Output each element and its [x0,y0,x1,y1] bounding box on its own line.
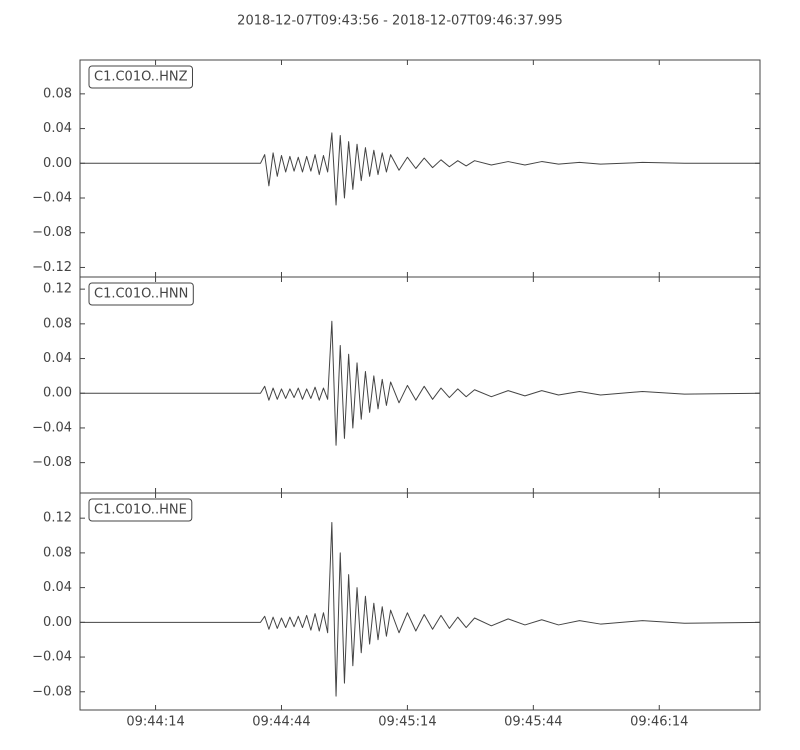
y-tick-label: 0.04 [43,121,72,136]
trace-label: C1.C01O..HNE [94,503,187,518]
waveform [80,320,761,446]
y-tick-label: 0.08 [43,545,72,560]
trace-label-box [88,282,194,306]
axes-frame [79,492,761,711]
trace-label: C1.C01O..HNN [94,287,188,302]
y-tick-label: −0.04 [32,650,72,665]
y-tick-label: 0.04 [43,351,72,366]
y-tick-label: 0.12 [43,511,72,526]
y-tick-label: −0.04 [32,191,72,206]
x-tick-label: 09:46:14 [630,715,688,730]
waveform [80,522,761,697]
y-tick-label: 0.08 [43,86,72,101]
x-tick-label: 09:45:44 [504,715,562,730]
axes-frame [79,276,761,494]
x-tick-label: 09:45:14 [378,715,436,730]
x-tick-label: 09:44:44 [252,715,310,730]
y-tick-label: −0.08 [32,455,72,470]
trace-label-box [88,498,193,522]
y-tick-label: −0.04 [32,420,72,435]
y-tick-label: 0.04 [43,580,72,595]
y-tick-label: 0.12 [43,282,72,297]
y-tick-label: 0.00 [43,156,72,171]
y-tick-label: 0.00 [43,386,72,401]
y-tick-label: −0.12 [32,260,72,275]
x-tick-label: 09:44:14 [126,715,184,730]
y-tick-label: 0.08 [43,316,72,331]
waveform [80,132,760,206]
y-tick-label: −0.08 [32,684,72,699]
trace-label-box [88,65,193,89]
trace-label: C1.C01O..HNZ [94,70,188,85]
y-tick-label: −0.08 [32,225,72,240]
chart-title: 2018-12-07T09:43:56 - 2018-12-07T09:46:3… [237,14,563,29]
axes-frame [79,59,761,278]
y-tick-label: 0.00 [43,615,72,630]
